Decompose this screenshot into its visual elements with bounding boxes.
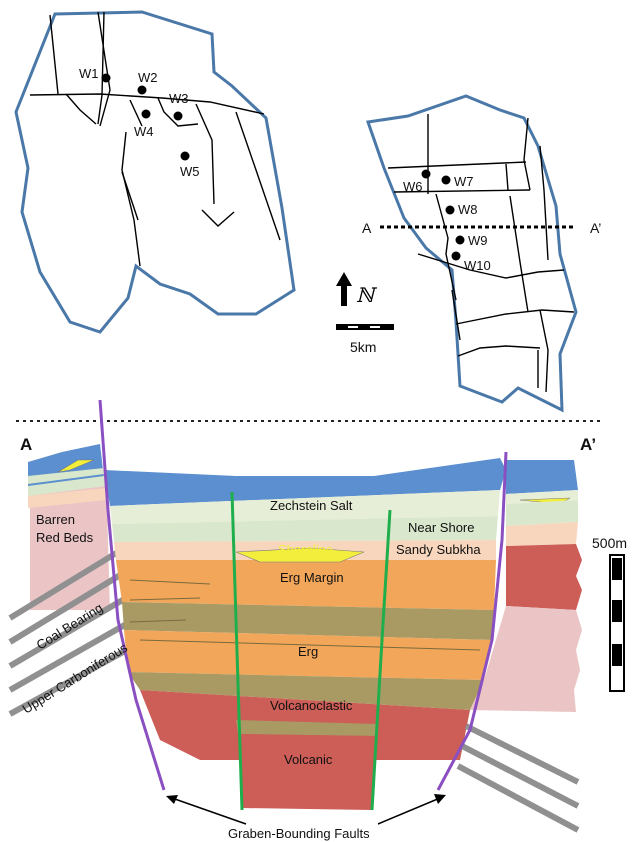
well-label-w2: W2 [138,70,158,85]
section-line-label-a-prime: A’ [590,220,601,236]
well-label-w6: W6 [403,179,423,194]
left-field-map: W1 W2 W3 W4 W5 [14,10,296,334]
fault-right-outer [436,451,508,791]
label-barren-line-1: Barren [36,512,75,527]
label-graben-bounding-faults: Graben-Bounding Faults [228,826,370,841]
right-footwall-block [456,460,582,833]
well-dot-w4 [141,109,151,119]
left-field-faults [29,11,281,267]
well-label-w4: W4 [134,124,154,139]
right-field-wells [421,169,465,261]
arrow-right-icon [434,794,446,804]
north-label: ℕ [356,283,378,307]
label-erg-margin: Erg Margin [280,570,344,585]
label-barren-line-2: Red Beds [36,530,94,545]
well-label-w3: W3 [169,91,189,106]
well-dot-w10 [451,251,461,261]
well-dot-w6 [421,169,431,179]
well-dot-w3 [173,111,183,121]
well-label-w8: W8 [458,202,478,217]
left-footwall-block [8,444,136,717]
well-label-w7: W7 [454,174,474,189]
label-zechstein-salt: Zechstein Salt [270,498,353,513]
label-near-shore: Near Shore [408,520,474,535]
well-dot-w8 [445,205,455,215]
fault-left-outer [98,399,166,791]
coal-beds-right [456,723,580,833]
label-sandy-subkha: Sandy Subkha [396,542,481,557]
section-line-label-a: A [362,220,372,236]
right-field-faults [387,114,575,393]
map-scale-bar: 5km [336,324,394,355]
arrow-left-icon [166,795,178,804]
well-dot-w9 [455,235,465,245]
section-end-a: A [20,435,32,454]
graben-fill [104,458,506,810]
well-label-w10: W10 [464,258,491,273]
fault-annotation: Graben-Bounding Faults [166,794,446,841]
vertical-scale-label: 500m [592,535,627,551]
well-label-w9: W9 [468,233,488,248]
well-dot-w7 [441,175,451,185]
label-shoreline: Shoreline [278,542,333,557]
label-volcanic: Volcanic [284,752,333,767]
coal-beds-left [8,549,136,717]
vertical-scale-bar: 500m [592,535,627,692]
well-dot-w1 [101,73,111,83]
right-field-outline [365,94,578,413]
fault-right-inner [370,509,392,811]
north-arrow-icon [336,272,352,306]
left-field-wells [101,73,190,161]
label-erg: Erg [298,644,318,659]
fault-left-inner [230,491,244,811]
label-volcanoclastic: Volcanoclastic [270,698,353,713]
well-label-w1: W1 [79,66,99,81]
section-end-a-prime: A’ [580,435,596,454]
well-dot-w2 [137,85,147,95]
graben-faults [98,399,508,811]
erg-interfingering [129,579,481,651]
map-scale-label: 5km [350,339,376,355]
well-label-w5: W5 [180,164,200,179]
well-dot-w5 [180,151,190,161]
north-arrow: ℕ [336,272,378,307]
left-field-outline [14,10,296,334]
cross-section: A A’ [8,399,627,841]
right-field-map: W6 W7 W8 W9 W10 A A’ [362,94,601,413]
